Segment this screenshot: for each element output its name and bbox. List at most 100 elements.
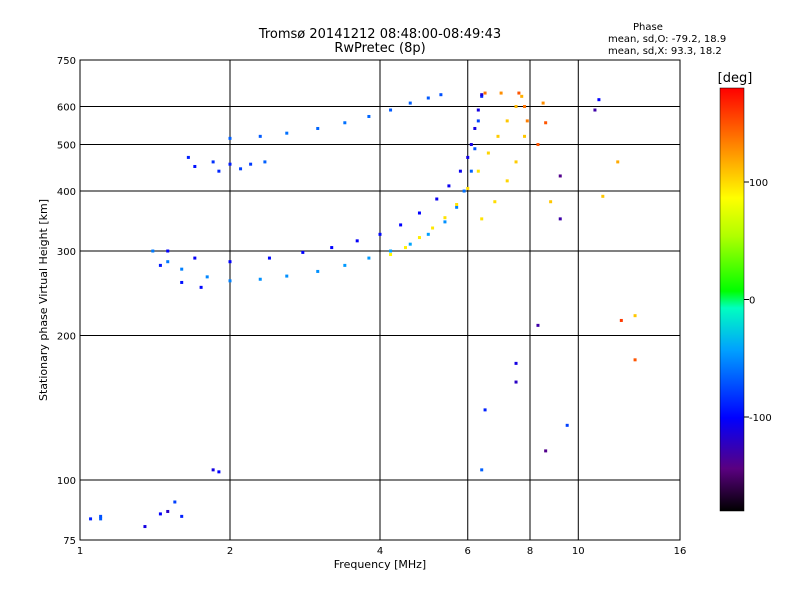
echo-point	[514, 380, 518, 384]
echo-point	[426, 96, 430, 100]
echo-point	[443, 220, 447, 224]
echo-point	[158, 512, 162, 516]
y-tick-label: 200	[57, 332, 76, 343]
echo-point	[476, 119, 480, 123]
echo-point	[343, 121, 347, 125]
echo-point	[211, 468, 215, 472]
echo-point	[166, 260, 170, 264]
echo-point	[193, 164, 197, 168]
echo-point	[263, 160, 267, 164]
phase-colorbar	[719, 87, 745, 512]
echo-point	[466, 186, 470, 190]
chart-subtitle: RwPretec (8p)	[334, 41, 426, 56]
echo-point	[486, 151, 490, 155]
echo-point	[633, 358, 637, 362]
echo-point	[558, 217, 562, 221]
echo-point	[267, 256, 271, 260]
echo-point	[476, 108, 480, 112]
echo-point	[499, 91, 503, 95]
echo-point	[228, 136, 232, 140]
echo-point	[378, 232, 382, 236]
echo-point	[389, 253, 393, 257]
echo-point	[316, 269, 320, 273]
x-tick-label: 2	[227, 546, 233, 557]
echo-point	[408, 242, 412, 246]
echo-point	[367, 256, 371, 260]
y-axis-label: Stationary phase Virtual Height [km]	[37, 199, 50, 401]
echo-point	[166, 249, 170, 253]
echo-point	[565, 423, 569, 427]
echo-point	[199, 285, 203, 289]
echo-point	[367, 114, 371, 118]
phase-stats-x: mean, sd,X: 93.3, 18.2	[608, 46, 722, 57]
echo-point	[285, 274, 289, 278]
echo-points	[89, 91, 637, 529]
y-tick-label: 300	[57, 247, 76, 258]
colorbar-label: [deg]	[718, 71, 753, 86]
echo-point	[217, 169, 221, 173]
echo-point	[517, 91, 521, 95]
echo-point	[435, 197, 439, 201]
colorbar-tick-label: 100	[749, 178, 768, 189]
echo-point	[597, 98, 601, 102]
plot-frame	[79, 59, 681, 541]
y-tick-label: 750	[57, 56, 76, 67]
echo-point	[443, 216, 447, 220]
echo-point	[447, 184, 451, 188]
echo-point	[158, 263, 162, 267]
echo-point	[455, 202, 459, 206]
echo-point	[480, 217, 484, 221]
echo-point	[99, 517, 103, 521]
echo-point	[549, 200, 553, 204]
echo-point	[496, 134, 500, 138]
x-tick-label: 8	[527, 546, 533, 557]
x-tick-label: 16	[674, 546, 687, 557]
echo-point	[301, 250, 305, 254]
echo-point	[417, 236, 421, 240]
x-tick-label: 1	[77, 546, 83, 557]
echo-point	[476, 169, 480, 173]
echo-point	[193, 256, 197, 260]
echo-point	[239, 167, 243, 171]
echo-point	[505, 119, 509, 123]
echo-point	[408, 101, 412, 105]
y-tick-labels: 75 100 200 300 400 500 600 750	[57, 56, 76, 547]
echo-point	[316, 126, 320, 130]
phase-legend-title: Phase	[633, 22, 663, 33]
echo-point	[480, 94, 484, 98]
echo-point	[558, 174, 562, 178]
echo-point	[601, 194, 605, 198]
echo-point	[217, 470, 221, 474]
echo-point	[426, 232, 430, 236]
echo-point	[330, 246, 334, 250]
echo-point	[249, 162, 253, 166]
chart-title: Tromsø 20141212 08:48:00-08:49:43	[258, 27, 502, 42]
echo-point	[544, 121, 548, 125]
echo-point	[258, 134, 262, 138]
y-tick-label: 100	[57, 476, 76, 487]
echo-point	[205, 275, 209, 279]
echo-point	[619, 318, 623, 322]
echo-point	[455, 205, 459, 209]
echo-point	[616, 160, 620, 164]
echo-point	[462, 189, 466, 193]
echo-point	[417, 211, 421, 215]
echo-point	[505, 179, 509, 183]
echo-point	[520, 94, 524, 98]
y-tick-label: 600	[57, 103, 76, 114]
echo-point	[483, 91, 487, 95]
echo-point	[593, 108, 597, 112]
echo-point	[228, 260, 232, 264]
x-tick-label: 10	[572, 546, 585, 557]
echo-point	[89, 517, 93, 521]
echo-point	[523, 105, 527, 109]
echo-point	[143, 525, 147, 529]
echo-point	[285, 131, 289, 135]
x-tick-label: 4	[377, 546, 383, 557]
colorbar-tick-label: -100	[749, 413, 772, 424]
echo-point	[514, 160, 518, 164]
echo-point	[173, 500, 177, 504]
echo-point	[544, 449, 548, 453]
